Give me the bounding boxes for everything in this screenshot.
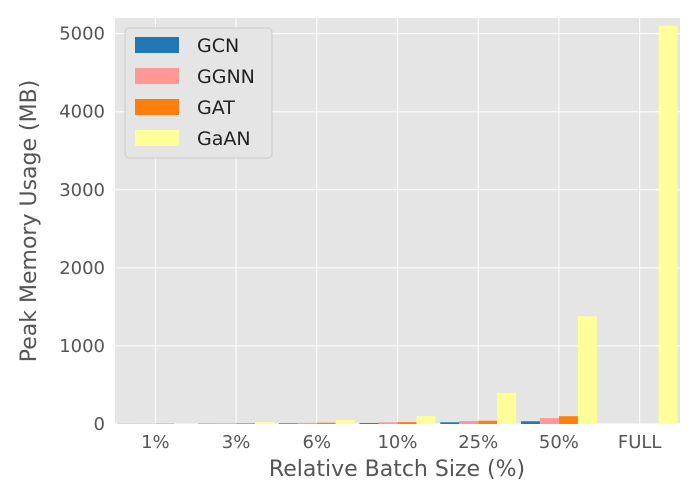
bars-group <box>117 25 678 425</box>
legend-label-gat: GAT <box>197 97 235 119</box>
bar-gat-1 <box>236 423 256 424</box>
bar-gaan-5 <box>577 316 597 424</box>
bar-gaan-6 <box>658 25 678 425</box>
x-tick-label: 50% <box>539 432 579 453</box>
bar-gaan-2 <box>335 420 355 424</box>
x-axis-label: Relative Batch Size (%) <box>269 457 525 482</box>
y-tick-label: 2000 <box>59 258 105 279</box>
x-axis-ticks: 1% 3% 6% 10% 25% 50% FULL <box>141 432 661 453</box>
bar-gaan-1 <box>255 422 275 424</box>
bar-gcn-4 <box>440 422 460 424</box>
x-tick-label: 6% <box>303 432 332 453</box>
bar-ggnn-4 <box>459 421 479 424</box>
x-tick-label: 10% <box>377 432 417 453</box>
bar-gcn-2 <box>278 423 298 424</box>
y-tick-label: 4000 <box>59 102 105 123</box>
bar-ggnn-1 <box>217 423 237 424</box>
bar-gat-3 <box>397 422 417 424</box>
bar-gcn-5 <box>520 421 540 424</box>
bar-gat-2 <box>316 422 336 424</box>
bar-gcn-3 <box>359 423 379 424</box>
bar-gat-5 <box>558 416 578 424</box>
y-tick-label: 5000 <box>59 24 105 45</box>
bar-ggnn-5 <box>539 418 559 424</box>
x-tick-label: 3% <box>222 432 251 453</box>
bar-ggnn-3 <box>378 422 398 424</box>
x-tick-label: 25% <box>458 432 498 453</box>
legend-box <box>124 27 273 159</box>
legend-swatch-gcn <box>135 37 179 53</box>
legend-label-ggnn: GGNN <box>197 66 255 88</box>
legend-swatch-gaan <box>135 130 179 146</box>
bar-gat-4 <box>478 420 498 424</box>
legend: GCN GGNN GAT GaAN <box>124 27 273 159</box>
y-axis-ticks: 0 1000 2000 3000 4000 5000 <box>59 24 105 435</box>
bar-gaan-3 <box>416 416 436 424</box>
bar-gaan-0 <box>174 423 194 424</box>
legend-label-gcn: GCN <box>197 35 239 57</box>
legend-swatch-gat <box>135 99 179 115</box>
x-tick-label: 1% <box>141 432 170 453</box>
y-axis-label: Peak Memory Usage (MB) <box>17 80 42 362</box>
y-tick-label: 1000 <box>59 336 105 357</box>
x-tick-label: FULL <box>618 432 662 453</box>
bar-ggnn-2 <box>297 422 317 424</box>
legend-label-gaan: GaAN <box>197 128 251 150</box>
y-tick-label: 0 <box>94 414 105 435</box>
y-tick-label: 3000 <box>59 180 105 201</box>
bar-gaan-4 <box>497 392 517 424</box>
legend-swatch-ggnn <box>135 68 179 84</box>
